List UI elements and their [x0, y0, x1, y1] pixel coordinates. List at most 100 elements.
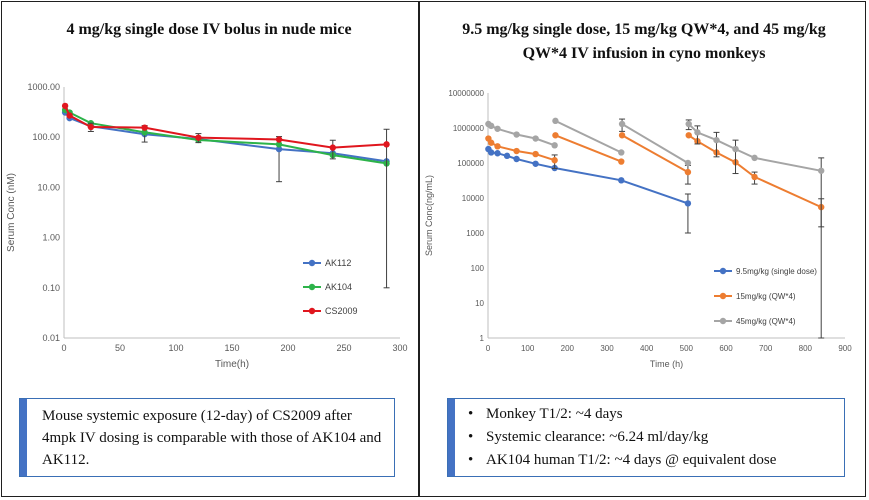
data-point — [275, 141, 283, 148]
y-tick-label: 100.00 — [32, 132, 60, 142]
y-tick-label: 100000 — [457, 159, 484, 168]
mouse-exposure-callout: Mouse systemic exposure (12-day) of CS20… — [19, 398, 395, 477]
bullet-clearance: Systemic clearance: ~6.24 ml/day/kg — [466, 426, 838, 449]
x-tick-label: 200 — [280, 343, 295, 353]
data-point — [684, 200, 692, 207]
x-tick-label: 300 — [392, 343, 407, 353]
x-tick-label: 300 — [600, 344, 614, 353]
data-point — [494, 150, 501, 157]
y-tick-label: 0.01 — [42, 333, 60, 343]
data-point — [275, 145, 283, 153]
x-tick-label: 150 — [224, 343, 239, 353]
legend-label: AK112 — [325, 258, 351, 268]
y-tick-label: 100 — [471, 264, 485, 273]
data-point — [751, 154, 758, 162]
data-point — [513, 155, 520, 163]
y-tick-label: 0.10 — [42, 283, 60, 293]
x-tick-label: 100 — [521, 344, 535, 353]
series-line — [554, 119, 622, 154]
callout-accent-bar — [448, 399, 455, 476]
data-point — [552, 117, 559, 125]
y-tick-label: 10.00 — [37, 182, 60, 192]
y-tick-label: 1.00 — [42, 233, 60, 243]
data-point — [713, 136, 720, 144]
data-point — [751, 173, 758, 181]
series-line — [688, 134, 822, 209]
data-point — [818, 167, 825, 174]
x-tick-label: 100 — [168, 343, 183, 353]
series-line — [621, 134, 689, 173]
y-tick-label: 10 — [475, 299, 484, 308]
data-point — [618, 149, 625, 156]
right-title-line-1: 9.5 mg/kg single dose, 15 mg/kg QW*4, an… — [462, 21, 826, 38]
series-line — [621, 123, 689, 164]
x-axis-label: Time (h) — [650, 359, 683, 369]
y-tick-label: 1000000 — [453, 124, 485, 133]
data-point — [685, 132, 692, 139]
x-tick-label: 0 — [61, 343, 66, 353]
monkey-pk-chart: 1 10 100 1000 10000 100000 1000000 10000000 0 100… — [424, 89, 852, 369]
summary-bullets: Monkey T1/2: ~4 days Systemic clearance:… — [466, 403, 838, 472]
legend-label: AK104 — [325, 282, 352, 292]
data-point — [694, 129, 701, 136]
data-point — [487, 149, 495, 156]
data-point — [513, 147, 520, 155]
bullet-monkey-half-life: Monkey T1/2: ~4 days — [466, 403, 838, 426]
data-point — [532, 160, 539, 167]
mouse-callout-text: Mouse systemic exposure (12-day) of CS20… — [42, 408, 382, 468]
legend-marker — [719, 267, 727, 275]
data-point — [503, 152, 511, 160]
x-tick-label: 0 — [486, 344, 491, 353]
legend-marker — [308, 283, 316, 291]
data-point — [383, 141, 390, 148]
data-point — [551, 142, 558, 149]
legend-marker — [308, 259, 316, 267]
data-point — [551, 157, 558, 164]
data-point — [684, 168, 692, 176]
right-title-line-2: QW*4 IV infusion in cyno monkeys — [522, 45, 766, 62]
y-axis-label: Serum Conc(ng/mL) — [424, 175, 434, 256]
y-tick-label: 10000 — [462, 194, 485, 203]
data-point — [618, 132, 626, 139]
x-tick-label: 50 — [115, 343, 125, 353]
data-point — [618, 120, 626, 128]
x-tick-label: 800 — [799, 344, 813, 353]
data-point — [618, 177, 625, 184]
x-tick-label: 500 — [680, 344, 694, 353]
data-point — [685, 120, 692, 128]
data-point — [141, 124, 148, 131]
x-tick-label: 200 — [561, 344, 575, 353]
data-point — [494, 143, 501, 150]
left-panel-title: 4 mg/kg single dose IV bolus in nude mic… — [66, 21, 352, 38]
data-point — [87, 123, 95, 131]
y-tick-label: 1000.00 — [27, 82, 60, 92]
x-tick-label: 700 — [759, 344, 773, 353]
x-tick-label: 600 — [719, 344, 733, 353]
series-line — [64, 105, 387, 149]
data-point — [684, 159, 692, 167]
data-point — [275, 136, 283, 143]
legend-label: 9.5mg/kg (single dose) — [736, 267, 817, 276]
right-panel-title: 9.5 mg/kg single dose, 15 mg/kg QW*4, an… — [420, 18, 868, 66]
data-point — [487, 139, 495, 146]
series-line — [555, 134, 622, 163]
data-point — [494, 125, 501, 132]
data-point — [61, 102, 69, 110]
x-tick-label: 900 — [838, 344, 852, 353]
data-point — [487, 122, 495, 130]
data-point — [329, 144, 336, 151]
x-axis-label: Time(h) — [215, 359, 249, 370]
data-point — [513, 131, 520, 138]
data-point — [618, 158, 625, 165]
y-tick-label: 1 — [480, 334, 485, 343]
mouse-pk-chart: 0.01 0.10 1.00 10.00 100.00 1000.00 0 50 100 150 2… — [6, 82, 408, 370]
legend-label: 45mg/kg (QW*4) — [736, 317, 796, 326]
data-point — [66, 112, 73, 119]
x-tick-label: 400 — [640, 344, 654, 353]
y-axis-label: Serum Conc (nM) — [6, 173, 17, 252]
data-point — [141, 129, 148, 136]
callout-accent-bar — [20, 399, 27, 476]
x-tick-label: 250 — [336, 343, 351, 353]
monkey-summary-callout: Monkey T1/2: ~4 days Systemic clearance:… — [447, 398, 845, 477]
